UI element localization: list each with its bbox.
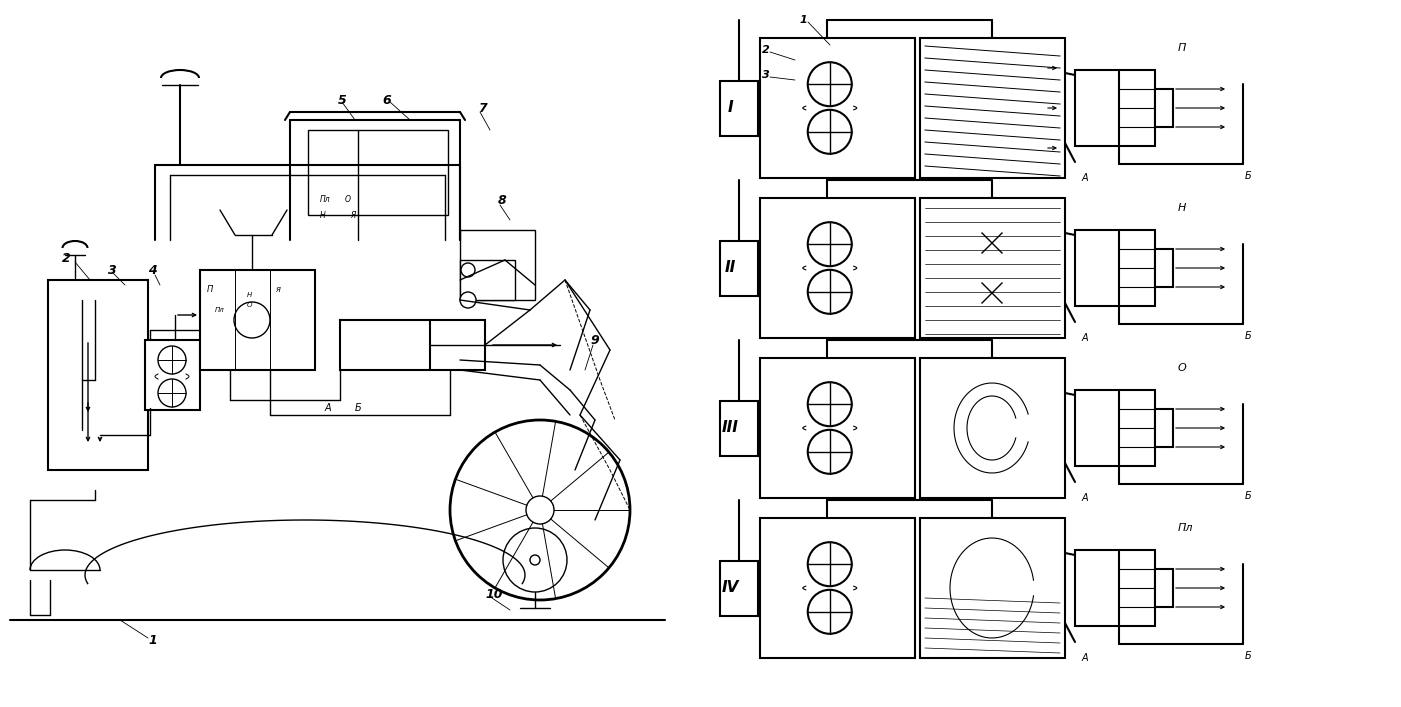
Bar: [720, 561, 758, 616]
Text: III: III: [722, 421, 738, 436]
Circle shape: [808, 270, 852, 314]
Text: 7: 7: [478, 102, 486, 115]
Bar: [1154, 89, 1173, 127]
Bar: [720, 401, 758, 456]
Text: О: О: [345, 196, 352, 204]
Bar: [1075, 230, 1154, 306]
Bar: [48, 280, 149, 470]
Text: II: II: [724, 260, 736, 276]
Text: Пл: Пл: [1178, 523, 1194, 533]
Text: А: А: [1082, 173, 1089, 183]
Text: 2: 2: [762, 45, 769, 55]
Circle shape: [808, 62, 852, 106]
Bar: [1154, 409, 1173, 447]
Bar: [720, 241, 758, 296]
Bar: [460, 260, 516, 300]
Bar: [920, 198, 1065, 338]
Bar: [759, 38, 915, 178]
Circle shape: [808, 590, 852, 633]
Bar: [720, 81, 758, 136]
Text: 3: 3: [762, 70, 769, 80]
Text: Б: Б: [1244, 491, 1251, 501]
Text: Б: Б: [1244, 331, 1251, 341]
Bar: [1154, 249, 1173, 287]
Bar: [759, 518, 915, 658]
Circle shape: [460, 292, 476, 308]
Text: Я: Я: [275, 287, 280, 293]
Bar: [1075, 550, 1154, 626]
Text: О: О: [1178, 363, 1187, 373]
Bar: [1154, 569, 1173, 607]
Text: Б: Б: [1244, 171, 1251, 181]
Text: 10: 10: [485, 588, 503, 602]
Text: О: О: [247, 302, 252, 308]
Text: П: П: [1178, 43, 1187, 53]
Text: I: I: [727, 100, 733, 115]
Text: А: А: [1082, 653, 1089, 663]
Circle shape: [158, 346, 186, 374]
Circle shape: [461, 263, 475, 277]
Bar: [340, 320, 485, 370]
Circle shape: [503, 528, 567, 592]
Text: 4: 4: [149, 264, 157, 276]
Text: 6: 6: [382, 93, 391, 107]
Bar: [920, 358, 1065, 498]
Text: Б: Б: [1244, 651, 1251, 661]
Bar: [759, 198, 915, 338]
Circle shape: [525, 496, 553, 524]
Text: 3: 3: [108, 264, 116, 276]
Bar: [1075, 70, 1154, 146]
Bar: [920, 518, 1065, 658]
Circle shape: [530, 555, 539, 565]
Circle shape: [808, 542, 852, 586]
Text: Н: Н: [1178, 203, 1187, 213]
Text: Н: Н: [247, 292, 252, 298]
Bar: [308, 130, 448, 215]
Bar: [1075, 390, 1154, 466]
Text: 5: 5: [338, 93, 347, 107]
Text: 2: 2: [62, 252, 70, 264]
Text: 1: 1: [149, 633, 157, 646]
Bar: [144, 340, 200, 410]
Bar: [460, 230, 535, 300]
Text: Пл: Пл: [214, 307, 224, 313]
Text: Б: Б: [354, 403, 361, 413]
Bar: [759, 358, 915, 498]
Circle shape: [808, 110, 852, 154]
Bar: [200, 270, 315, 370]
Text: А: А: [1082, 493, 1089, 503]
Bar: [920, 38, 1065, 178]
Circle shape: [158, 379, 186, 407]
Text: П: П: [207, 286, 213, 295]
Circle shape: [808, 382, 852, 426]
Text: Пл: Пл: [319, 196, 331, 204]
Text: Н: Н: [319, 211, 326, 219]
Circle shape: [808, 222, 852, 267]
Text: Я: Я: [350, 211, 356, 219]
Text: 9: 9: [590, 334, 598, 346]
Circle shape: [450, 420, 630, 600]
Circle shape: [234, 302, 270, 338]
Text: IV: IV: [722, 580, 738, 595]
Text: А: А: [1082, 333, 1089, 343]
Text: 1: 1: [800, 15, 808, 25]
Text: А: А: [325, 403, 332, 413]
Circle shape: [808, 430, 852, 474]
Text: 8: 8: [497, 194, 507, 206]
